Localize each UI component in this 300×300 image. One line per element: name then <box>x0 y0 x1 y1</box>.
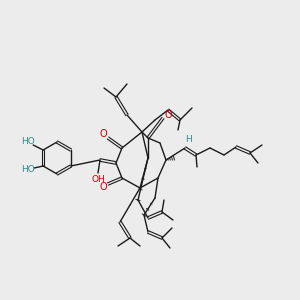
Text: O: O <box>99 182 107 192</box>
Text: OH: OH <box>91 175 105 184</box>
Text: O: O <box>164 110 172 120</box>
Text: HO: HO <box>21 166 35 175</box>
Text: H: H <box>184 134 191 143</box>
Text: HO: HO <box>21 136 35 146</box>
Text: O: O <box>99 129 107 139</box>
